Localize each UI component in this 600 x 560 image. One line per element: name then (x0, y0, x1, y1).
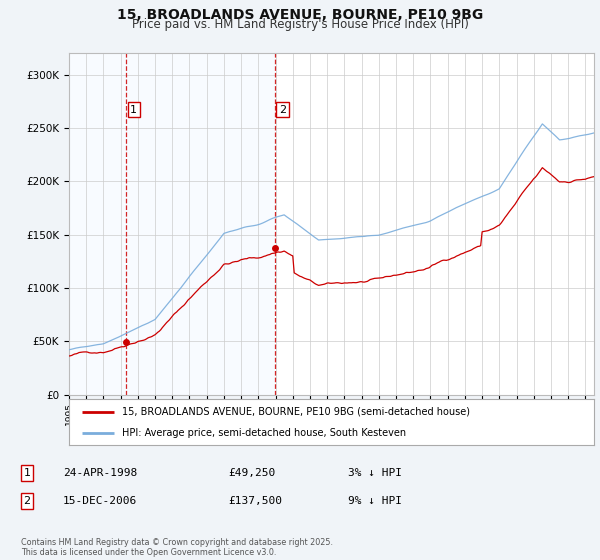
Bar (126, 53, 275, 395)
Text: 2: 2 (23, 496, 31, 506)
Text: 15-DEC-2006: 15-DEC-2006 (63, 496, 137, 506)
Text: £137,500: £137,500 (228, 496, 282, 506)
Bar (69, 53, 126, 395)
Text: 1: 1 (130, 105, 137, 115)
Text: HPI: Average price, semi-detached house, South Kesteven: HPI: Average price, semi-detached house,… (121, 428, 406, 438)
Text: Price paid vs. HM Land Registry's House Price Index (HPI): Price paid vs. HM Land Registry's House … (131, 18, 469, 31)
Text: 15, BROADLANDS AVENUE, BOURNE, PE10 9BG (semi-detached house): 15, BROADLANDS AVENUE, BOURNE, PE10 9BG … (121, 407, 470, 417)
Text: 15, BROADLANDS AVENUE, BOURNE, PE10 9BG: 15, BROADLANDS AVENUE, BOURNE, PE10 9BG (117, 8, 483, 22)
Text: 2: 2 (279, 105, 286, 115)
Text: Contains HM Land Registry data © Crown copyright and database right 2025.
This d: Contains HM Land Registry data © Crown c… (21, 538, 333, 557)
Text: £49,250: £49,250 (228, 468, 275, 478)
Text: 9% ↓ HPI: 9% ↓ HPI (348, 496, 402, 506)
Text: 3% ↓ HPI: 3% ↓ HPI (348, 468, 402, 478)
Text: 24-APR-1998: 24-APR-1998 (63, 468, 137, 478)
Text: 1: 1 (23, 468, 31, 478)
